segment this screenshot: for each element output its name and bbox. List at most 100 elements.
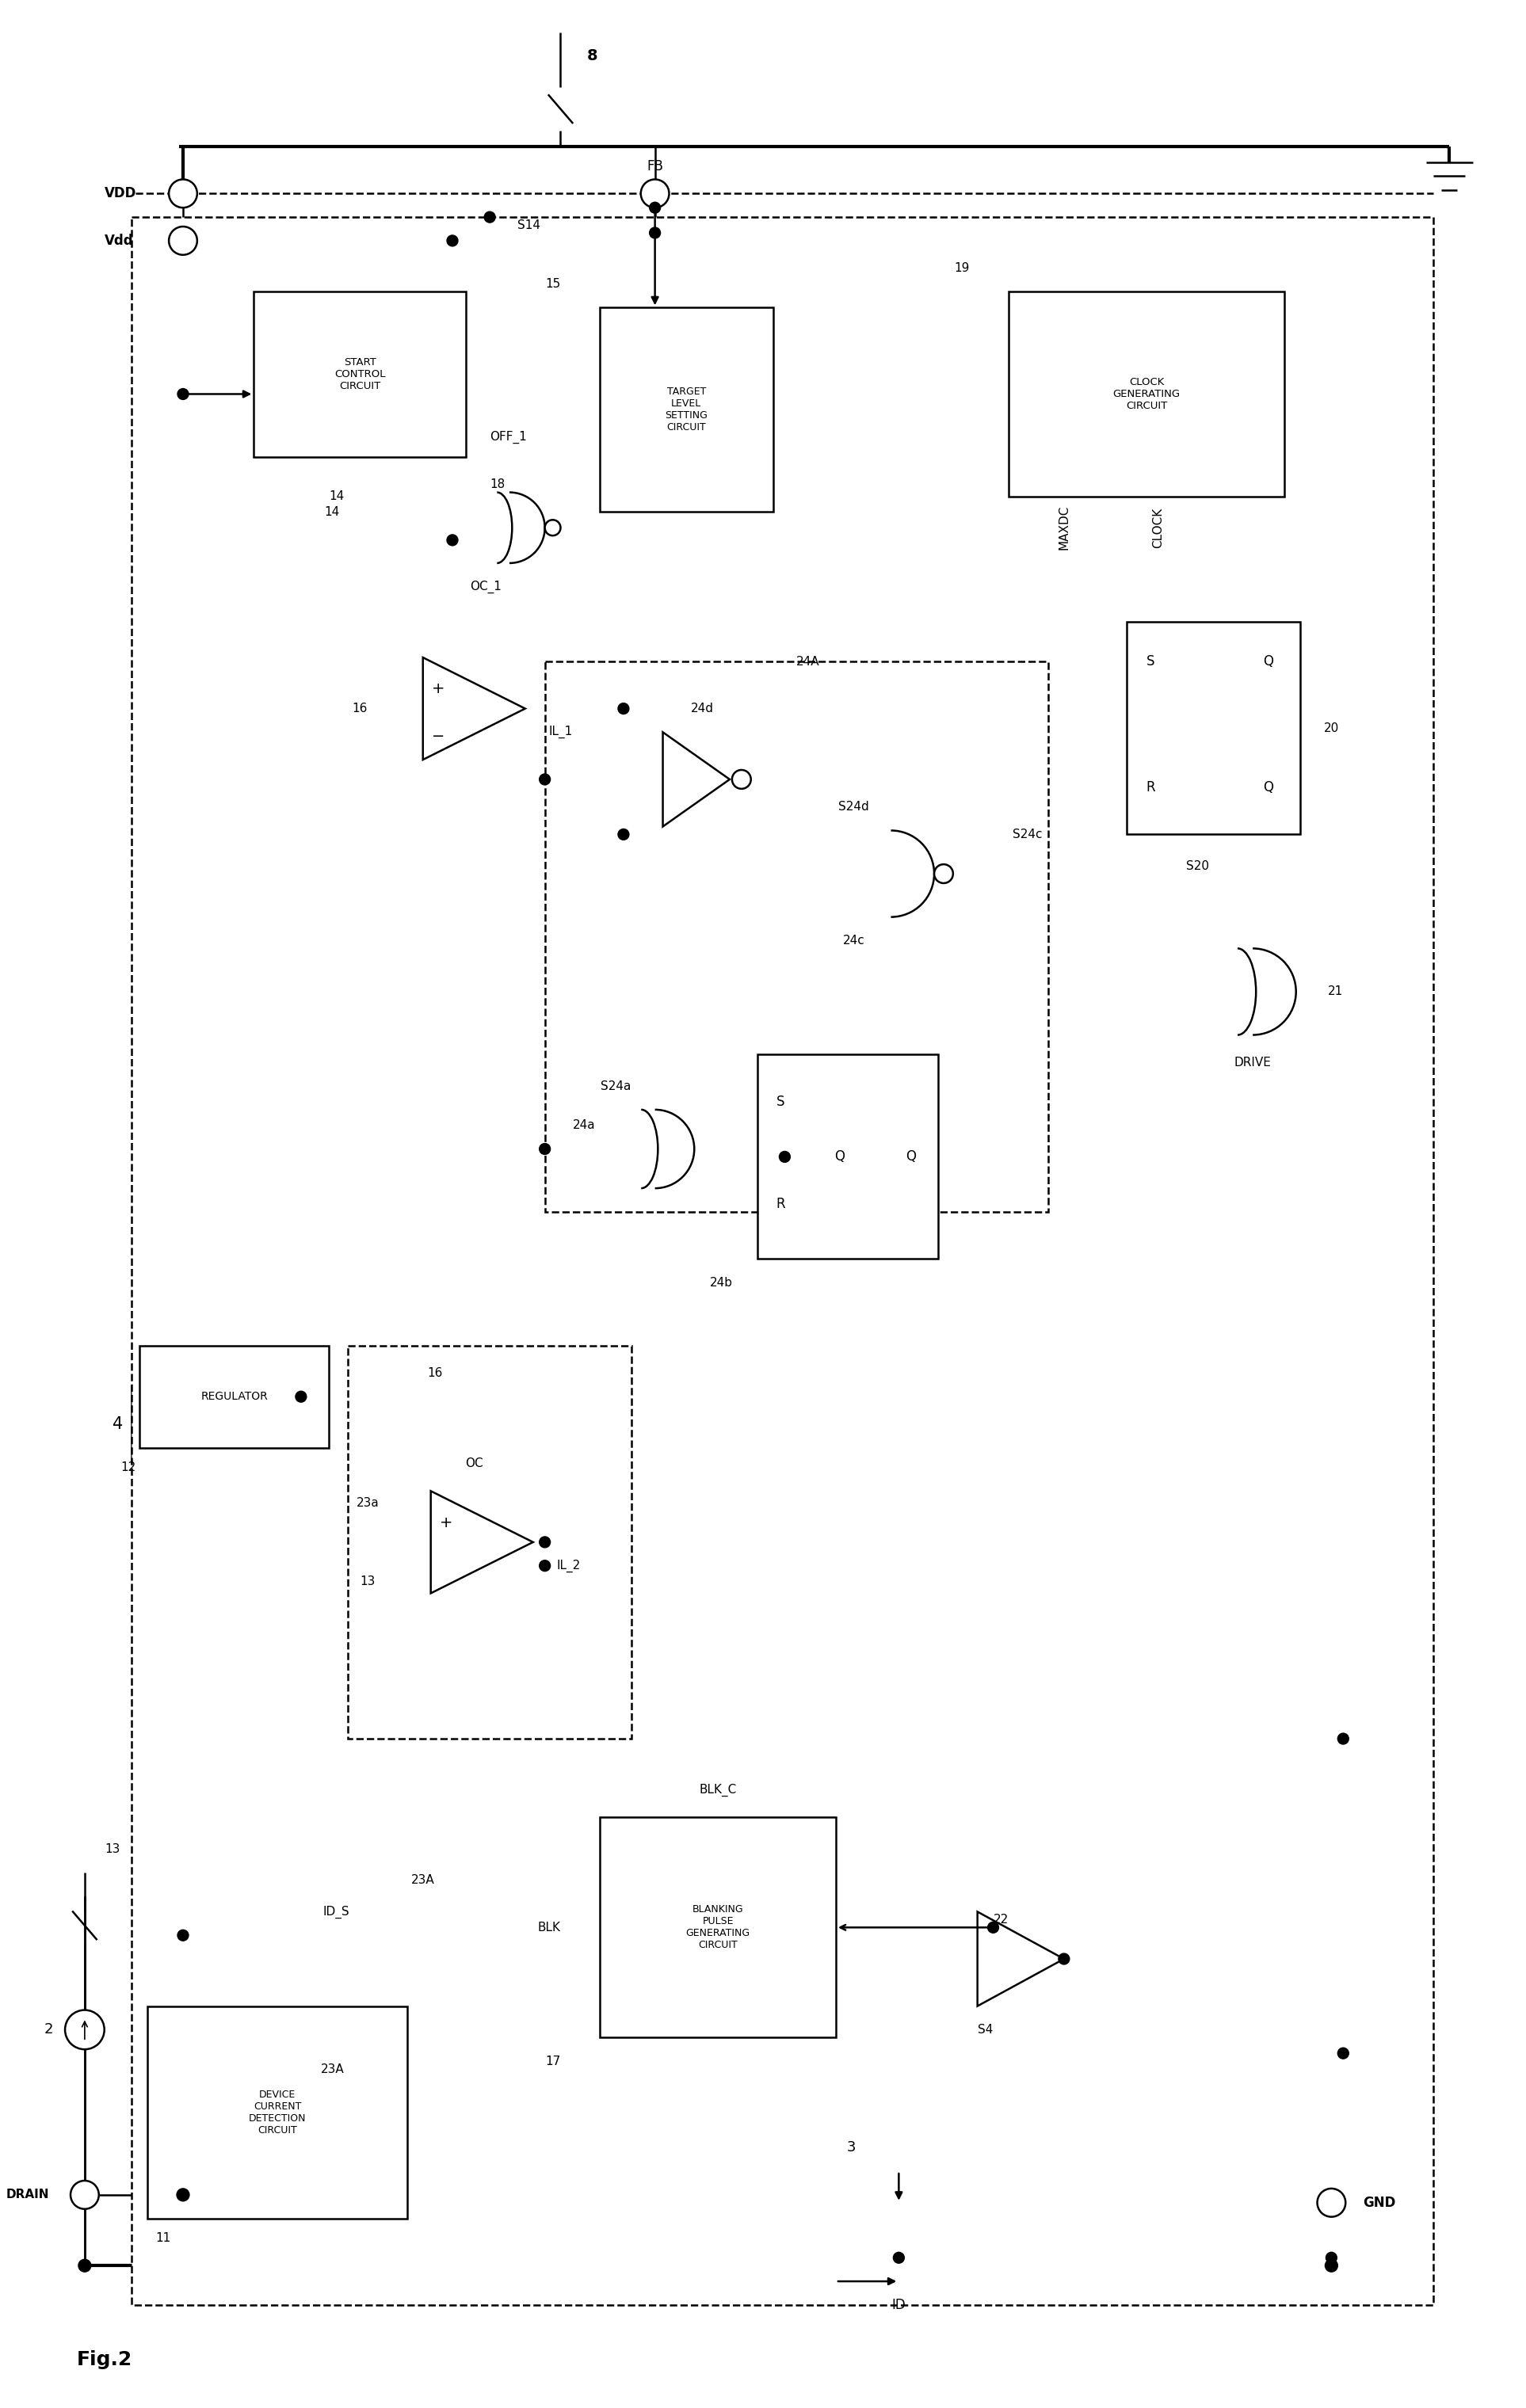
- Bar: [253, 291, 465, 458]
- Text: GND: GND: [1363, 2196, 1396, 2211]
- Text: 16: 16: [353, 703, 368, 715]
- Text: ID: ID: [891, 2297, 906, 2312]
- Circle shape: [177, 388, 189, 400]
- Text: FB: FB: [647, 159, 664, 173]
- Text: REGULATOR: REGULATOR: [200, 1392, 267, 1401]
- Text: 22: 22: [993, 1914, 1009, 1926]
- Text: DEVICE
CURRENT
DETECTION
CIRCUIT: DEVICE CURRENT DETECTION CIRCUIT: [249, 2090, 307, 2136]
- Text: R: R: [1146, 780, 1155, 795]
- Text: Q: Q: [905, 1149, 916, 1163]
- Circle shape: [987, 1922, 998, 1934]
- Circle shape: [177, 1929, 189, 1941]
- Text: 24b: 24b: [710, 1276, 732, 1288]
- Bar: [131, 217, 1433, 2304]
- Circle shape: [618, 703, 629, 715]
- Text: IL_2: IL_2: [557, 1560, 580, 1572]
- Circle shape: [447, 236, 458, 246]
- Text: TARGET
LEVEL
SETTING
CIRCUIT: TARGET LEVEL SETTING CIRCUIT: [665, 388, 708, 433]
- Circle shape: [934, 864, 954, 884]
- Bar: [757, 1055, 938, 1259]
- Text: +: +: [432, 681, 446, 696]
- Bar: [1009, 291, 1285, 496]
- Text: 16: 16: [427, 1368, 443, 1380]
- Text: OFF_1: OFF_1: [490, 431, 526, 443]
- Text: S14: S14: [517, 219, 540, 231]
- Text: 20: 20: [1323, 722, 1338, 734]
- Text: IL_1: IL_1: [549, 725, 572, 739]
- Text: 4: 4: [113, 1416, 122, 1433]
- Circle shape: [66, 2011, 104, 2049]
- Text: ID_S: ID_S: [324, 1905, 349, 1919]
- Text: BLANKING
PULSE
GENERATING
CIRCUIT: BLANKING PULSE GENERATING CIRCUIT: [685, 1905, 749, 1950]
- Circle shape: [1338, 2047, 1349, 2059]
- Circle shape: [893, 2251, 905, 2264]
- Circle shape: [70, 2182, 99, 2208]
- Circle shape: [545, 520, 560, 535]
- Circle shape: [484, 212, 496, 222]
- Text: 24A: 24A: [797, 655, 819, 667]
- Circle shape: [539, 1536, 551, 1548]
- Circle shape: [618, 828, 629, 840]
- Text: 24c: 24c: [842, 934, 865, 946]
- Bar: [600, 1818, 836, 2037]
- Text: 2: 2: [44, 2023, 53, 2037]
- Bar: [1126, 621, 1300, 836]
- Circle shape: [177, 2189, 189, 2201]
- Text: DRAIN: DRAIN: [6, 2189, 49, 2201]
- Text: VDD: VDD: [104, 185, 136, 200]
- Text: 13: 13: [360, 1575, 375, 1587]
- Text: BLK: BLK: [537, 1922, 560, 1934]
- Circle shape: [539, 1560, 551, 1572]
- Circle shape: [732, 771, 751, 790]
- Bar: [600, 308, 774, 513]
- Text: DRIVE: DRIVE: [1235, 1057, 1271, 1069]
- Text: 17: 17: [545, 2054, 560, 2066]
- Circle shape: [650, 226, 661, 238]
- Text: 23A: 23A: [320, 2064, 345, 2076]
- Text: 14: 14: [328, 491, 343, 503]
- Text: Vdd: Vdd: [104, 234, 133, 248]
- Text: 23A: 23A: [410, 1873, 435, 1885]
- Text: BLK_C: BLK_C: [699, 1784, 737, 1796]
- Text: OC: OC: [465, 1457, 484, 1469]
- Text: +: +: [439, 1515, 453, 1529]
- Text: CLOCK
GENERATING
CIRCUIT: CLOCK GENERATING CIRCUIT: [1112, 378, 1180, 412]
- Text: S20: S20: [1186, 860, 1209, 872]
- Text: Q: Q: [1264, 655, 1274, 669]
- Circle shape: [780, 1151, 790, 1163]
- Text: S4: S4: [978, 2023, 993, 2035]
- Text: 24d: 24d: [691, 703, 714, 715]
- Text: 12: 12: [121, 1462, 136, 1474]
- Text: OC_1: OC_1: [470, 580, 502, 592]
- Circle shape: [1059, 1953, 1070, 1965]
- Text: 11: 11: [156, 2232, 171, 2244]
- Text: Fig.2: Fig.2: [76, 2350, 133, 2369]
- Bar: [545, 662, 1048, 1211]
- Circle shape: [1317, 2189, 1346, 2218]
- Circle shape: [1326, 2251, 1337, 2264]
- Text: S: S: [1146, 655, 1155, 669]
- Text: 24a: 24a: [572, 1120, 595, 1132]
- Circle shape: [650, 202, 661, 214]
- Bar: [348, 1346, 632, 1739]
- Text: 14: 14: [325, 506, 340, 518]
- Text: Q: Q: [835, 1149, 845, 1163]
- Text: Q: Q: [1264, 780, 1274, 795]
- Text: S: S: [777, 1096, 784, 1110]
- Text: MAXDC: MAXDC: [1058, 506, 1070, 549]
- Circle shape: [1325, 2259, 1338, 2271]
- Bar: [148, 2006, 407, 2218]
- Circle shape: [539, 773, 551, 785]
- Text: 13: 13: [105, 1842, 121, 1854]
- Text: 23a: 23a: [357, 1498, 380, 1510]
- Text: −: −: [432, 730, 446, 744]
- Text: 15: 15: [545, 277, 560, 289]
- Text: R: R: [777, 1197, 786, 1211]
- Circle shape: [169, 178, 197, 207]
- Text: 19: 19: [954, 262, 969, 275]
- Circle shape: [641, 178, 668, 207]
- Circle shape: [539, 1144, 551, 1153]
- Text: 18: 18: [490, 479, 505, 491]
- Text: 3: 3: [847, 2141, 856, 2155]
- Bar: [140, 1346, 328, 1447]
